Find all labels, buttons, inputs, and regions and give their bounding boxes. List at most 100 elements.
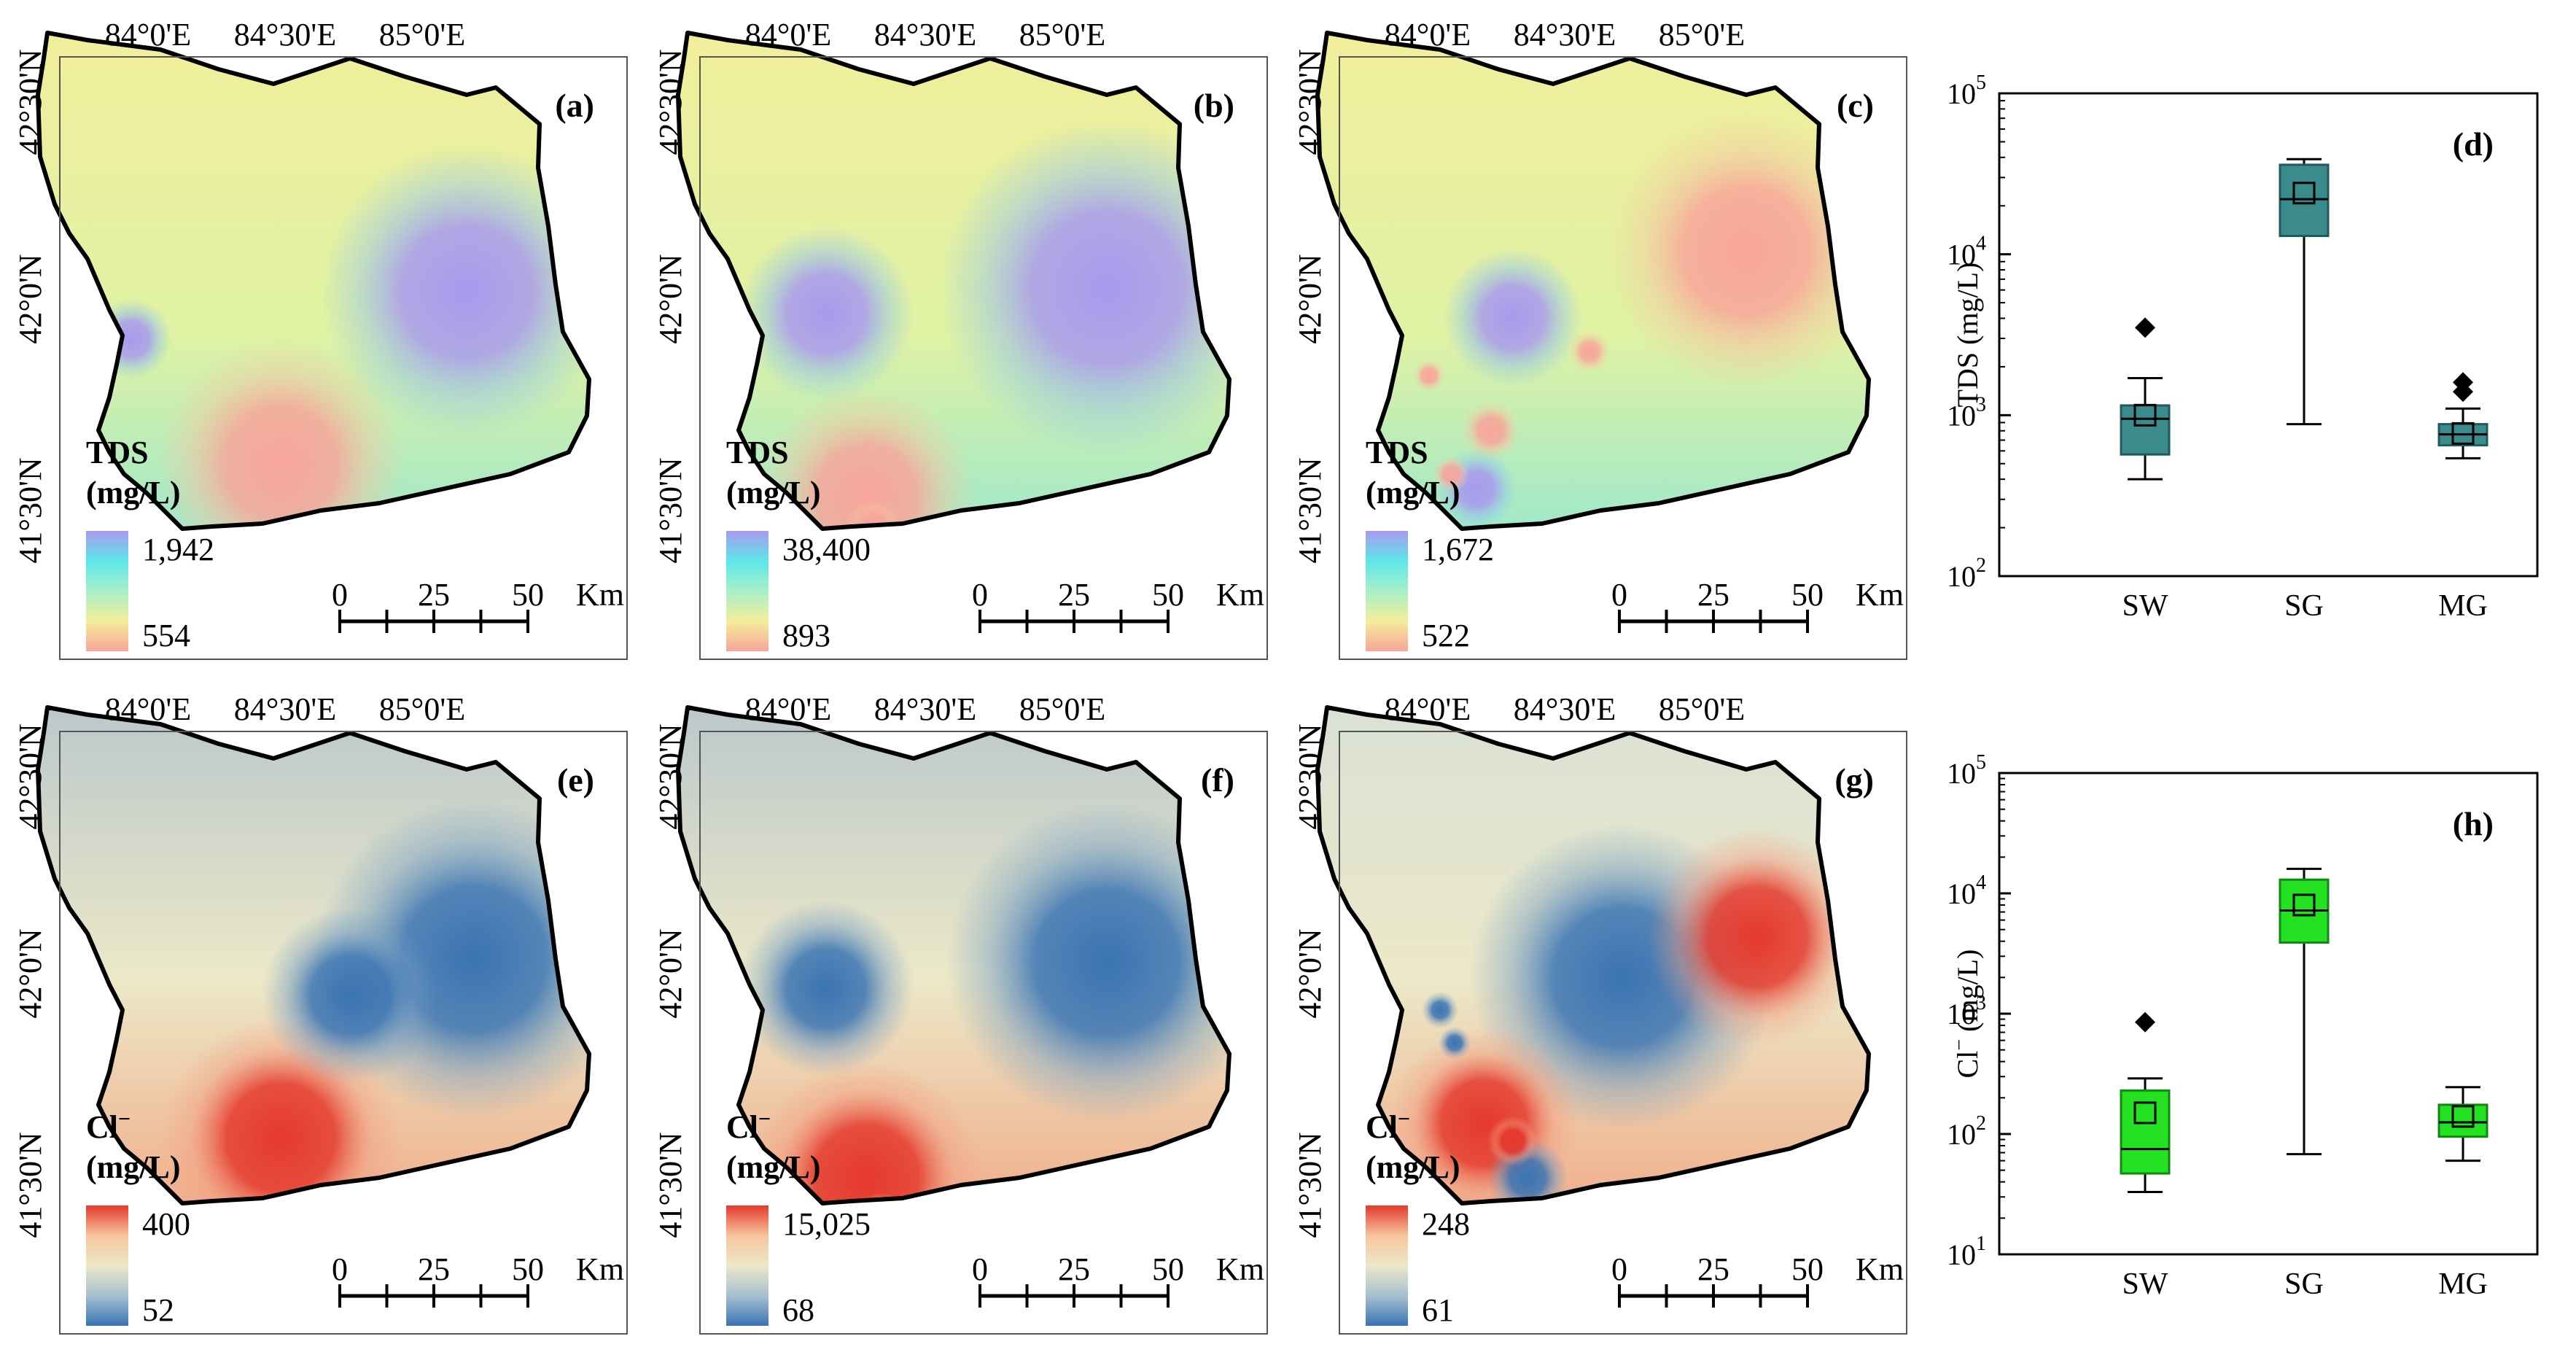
plot-frame <box>1999 773 2537 1254</box>
legend-max-label: 1,672 <box>1422 532 1494 567</box>
scale-unit: Km <box>1216 577 1264 613</box>
legend-variable: TDS <box>726 435 789 470</box>
lon-label: 84°0'E <box>745 691 831 727</box>
lon-label: 84°30'E <box>874 691 976 727</box>
legend-unit: (mg/L) <box>1366 1149 1460 1185</box>
legend-min-label: 52 <box>142 1292 174 1328</box>
lon-label: 84°0'E <box>105 691 191 727</box>
legend-variable: TDS <box>86 435 149 470</box>
legend-variable: TDS <box>1366 435 1428 470</box>
map-panel-g: 84°0'E 84°30'E 85°0'E42°30'N42°0'N41°30'N(… <box>1280 675 1920 1349</box>
scale-tick-label: 25 <box>1058 577 1090 613</box>
panel-label: (a) <box>555 87 594 124</box>
field-anomaly <box>946 802 1267 1123</box>
y-tick-label: 101 <box>1947 1232 1986 1271</box>
legend-max-label: 1,942 <box>142 532 214 567</box>
lon-label: 85°0'E <box>1659 691 1745 727</box>
scale-unit: Km <box>1856 1251 1904 1287</box>
scale-tick-label: 50 <box>1791 577 1824 613</box>
lon-label: 85°0'E <box>379 691 465 727</box>
scale-tick-label: 0 <box>1611 1251 1627 1287</box>
lat-label: 41°30'N <box>12 1132 48 1238</box>
lat-label: 41°30'N <box>1292 1132 1328 1238</box>
lon-label: 84°0'E <box>745 17 831 53</box>
legend-max-label: 15,025 <box>782 1206 871 1242</box>
scale-tick-label: 0 <box>972 577 988 613</box>
map-panel-f: 84°0'E 84°30'E 85°0'E42°30'N42°0'N41°30'N(… <box>640 675 1280 1349</box>
panel-label: (c) <box>1837 87 1874 124</box>
box-SW <box>2121 1012 2169 1192</box>
box-SG <box>2280 159 2328 424</box>
lat-label: 42°30'N <box>12 723 48 829</box>
map-panel-b: 84°0'E 84°30'E 85°0'E 42°30'N 42°0'N 41°30'N (… <box>640 0 1280 675</box>
lat-label: 42°0'N <box>12 254 48 343</box>
legend-unit: (mg/L) <box>726 475 821 510</box>
scale-bar: 0 25 50 Km <box>332 577 624 633</box>
plot-frame <box>1999 93 2537 576</box>
field-anomaly <box>739 226 914 401</box>
y-tick-label: 105 <box>1947 71 1986 110</box>
scale-tick-label: 50 <box>1152 1251 1184 1287</box>
scale-tick-label: 50 <box>1152 577 1184 613</box>
x-tick-label: SW <box>2122 1267 2168 1301</box>
lon-label: 85°0'E <box>1019 17 1105 53</box>
scale-unit: Km <box>576 577 624 613</box>
scale-unit: Km <box>1216 1251 1264 1287</box>
scale-bar: 0 25 50 Km <box>1611 1251 1904 1308</box>
y-tick-label: 102 <box>1947 554 1986 593</box>
map-panel-c: 84°0'E 84°30'E 85°0'E42°30'N42°0'N41°30'N(… <box>1280 0 1920 675</box>
field-anomaly <box>1444 248 1582 387</box>
boxplot-h: 101102103104105Cl− (mg/L)(h)SW SG MG <box>1947 751 2537 1301</box>
maps-layer: 84°0'E 84°30'E 85°0'E 42°30'N 42°0'N 41°30'N (… <box>0 0 1920 1349</box>
lat-label: 42°0'N <box>1292 254 1328 343</box>
field-anomaly <box>91 299 171 379</box>
panel-label: (e) <box>557 761 594 799</box>
outlier-point <box>2135 317 2155 338</box>
y-tick-label: 105 <box>1947 751 1986 790</box>
scale-bar: 0 25 50 Km <box>332 1251 624 1308</box>
scale-tick-label: 50 <box>1791 1251 1824 1287</box>
y-tick-label: 104 <box>1947 871 1986 910</box>
legend-min-label: 554 <box>142 618 190 653</box>
legend-min-label: 68 <box>782 1292 814 1328</box>
box-MG <box>2439 1087 2487 1161</box>
scale-tick-label: 0 <box>1611 577 1627 613</box>
field-anomaly <box>1569 331 1610 372</box>
scale-tick-label: 0 <box>332 1251 348 1287</box>
lat-label: 41°30'N <box>653 1132 688 1238</box>
lat-label: 42°30'N <box>1292 723 1328 829</box>
y-axis-label: TDS (mg/L) <box>1951 263 1984 408</box>
field-anomaly <box>1487 1116 1538 1167</box>
legend-max-label: 400 <box>142 1206 190 1242</box>
scale-tick-label: 0 <box>972 1251 988 1287</box>
legend-unit: (mg/L) <box>86 1149 181 1185</box>
panel-label: (g) <box>1834 761 1874 799</box>
scale-tick-label: 25 <box>1058 1251 1090 1287</box>
x-tick-label: SG <box>2284 1267 2324 1301</box>
lat-label: 42°30'N <box>653 723 688 829</box>
boxplots-layer: 102103104105TDS (mg/L)(d)SW SG MG101102103… <box>1947 71 2537 1301</box>
x-tick-label: MG <box>2438 1267 2488 1301</box>
lon-label: 85°0'E <box>1659 17 1745 53</box>
lon-label: 84°0'E <box>1385 691 1471 727</box>
panel-label: (h) <box>2453 805 2494 842</box>
legend-max-label: 248 <box>1422 1206 1470 1242</box>
lon-label: 84°30'E <box>1514 691 1616 727</box>
lon-label: 85°0'E <box>379 17 465 53</box>
field-anomaly <box>1422 992 1458 1028</box>
legend-unit: (mg/L) <box>726 1149 821 1185</box>
panel-label: (d) <box>2453 125 2494 163</box>
map-panel-a: 84°0'E 84°30'E 85°0'E 42°30'N 42°0'N 41°30'N (… <box>0 0 640 675</box>
figure: 84°0'E 84°30'E 85°0'E 42°30'N 42°0'N 41°30'N (… <box>0 0 2576 1363</box>
legend-colorbar <box>86 531 128 651</box>
scale-unit: Km <box>1856 577 1904 613</box>
legend-min-label: 61 <box>1422 1292 1454 1328</box>
lon-label: 84°30'E <box>874 17 976 53</box>
scale-unit: Km <box>576 1251 624 1287</box>
lat-label: 42°30'N <box>1292 49 1328 155</box>
field-anomaly <box>1413 360 1445 392</box>
legend-colorbar <box>86 1205 128 1326</box>
scale-tick-label: 50 <box>512 1251 544 1287</box>
x-tick-label: SW <box>2122 589 2168 623</box>
